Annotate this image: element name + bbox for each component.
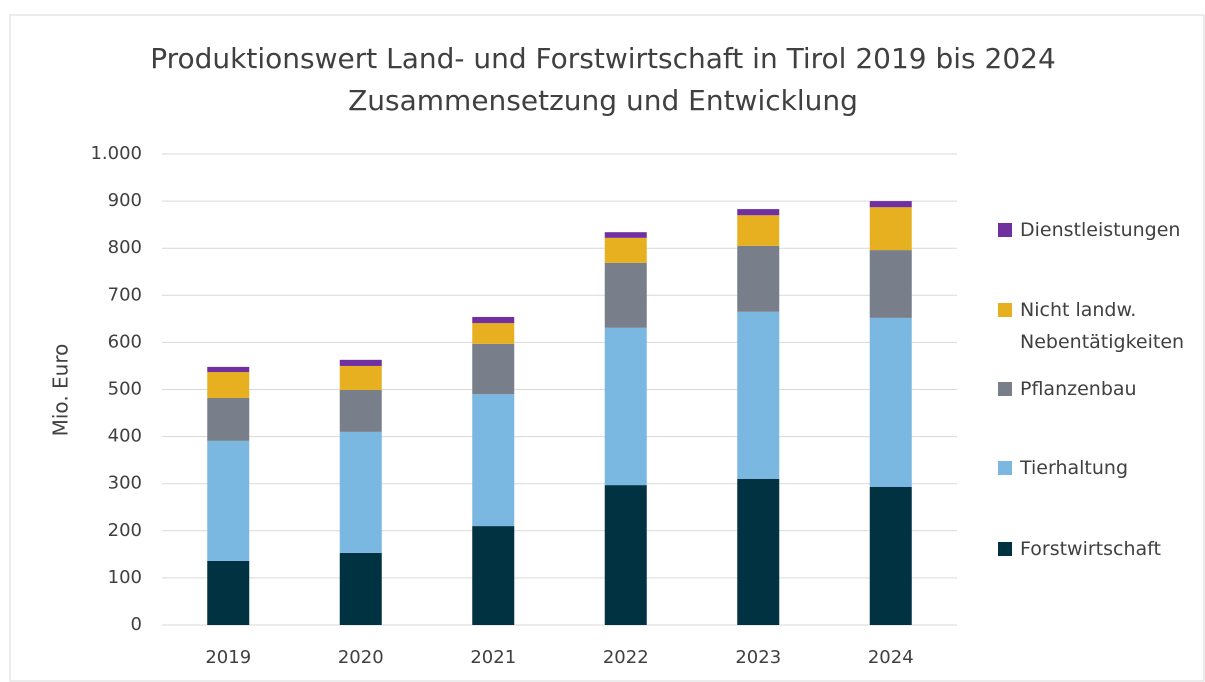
legend-swatch	[998, 461, 1012, 475]
bar-segment	[339, 552, 382, 625]
bar-segment	[472, 323, 515, 344]
y-tick-label: 100	[108, 567, 142, 588]
bar-segment	[339, 365, 382, 390]
bar-segment	[604, 237, 647, 263]
legend-item: Dienstleistungen	[998, 214, 1188, 246]
bar-segment	[869, 317, 912, 487]
x-tick-label: 2021	[470, 647, 516, 668]
legend-swatch	[998, 303, 1012, 317]
bar-segment	[207, 560, 250, 625]
legend-label: Forstwirtschaft	[1020, 538, 1161, 560]
bar-segment	[604, 327, 647, 486]
bar-segment	[207, 366, 250, 373]
bar-segment	[604, 232, 647, 238]
bar-segment	[869, 486, 912, 625]
legend-label: Tierhaltung	[1020, 457, 1129, 479]
legend-item: Forstwirtschaft	[998, 533, 1188, 565]
bar-segment	[339, 389, 382, 432]
bar-segment	[869, 207, 912, 251]
y-tick-label: 900	[108, 190, 142, 211]
x-tick-label: 2023	[735, 647, 781, 668]
bar-segment	[339, 431, 382, 553]
x-tick-label: 2024	[868, 647, 914, 668]
bar-segment	[737, 478, 780, 625]
bar-segment	[339, 359, 382, 366]
bar-segment	[737, 311, 780, 479]
bar-segment	[207, 397, 250, 441]
y-tick-label: 500	[108, 379, 142, 400]
chart-subtitle: Zusammensetzung und Entwicklung	[348, 84, 858, 117]
bar-segment	[472, 394, 515, 527]
y-tick-label: 400	[108, 426, 142, 447]
y-tick-label: 700	[108, 284, 142, 305]
y-tick-label: 300	[108, 473, 142, 494]
legend-label: Dienstleistungen	[1020, 219, 1181, 241]
bar-segment	[604, 262, 647, 328]
y-tick-label: 0	[131, 614, 142, 635]
bar-segment	[869, 250, 912, 318]
bar-segment	[207, 372, 250, 398]
legend-swatch	[998, 382, 1012, 396]
y-axis-label: Mio. Euro	[49, 344, 73, 437]
legend-swatch	[998, 542, 1012, 556]
legend-label: Nicht landw. Nebentätigkeiten	[1020, 299, 1185, 353]
y-tick-label: 800	[108, 237, 142, 258]
x-tick-label: 2022	[603, 647, 649, 668]
bar-segment	[737, 215, 780, 246]
legend-label: Pflanzenbau	[1020, 378, 1137, 400]
bar-segment	[472, 316, 515, 324]
y-tick-label: 200	[108, 520, 142, 541]
bar-segment	[472, 526, 515, 625]
legend-item: Pflanzenbau	[998, 373, 1188, 405]
legend-item: Nicht landw. Nebentätigkeiten	[998, 294, 1188, 358]
chart-border	[9, 14, 1205, 682]
bar-segment	[737, 209, 780, 216]
bar-segment	[737, 245, 780, 312]
bar-segment	[207, 440, 250, 561]
x-tick-label: 2020	[338, 647, 384, 668]
bar-segment	[472, 343, 515, 395]
bar-segment	[869, 201, 912, 208]
legend-swatch	[998, 223, 1012, 237]
legend-item: Tierhaltung	[998, 452, 1188, 484]
y-tick-label: 1.000	[90, 143, 142, 164]
y-tick-label: 600	[108, 331, 142, 352]
bar-segment	[604, 485, 647, 625]
x-tick-label: 2019	[205, 647, 251, 668]
chart-title: Produktionswert Land- und Forstwirtschaf…	[150, 42, 1056, 75]
